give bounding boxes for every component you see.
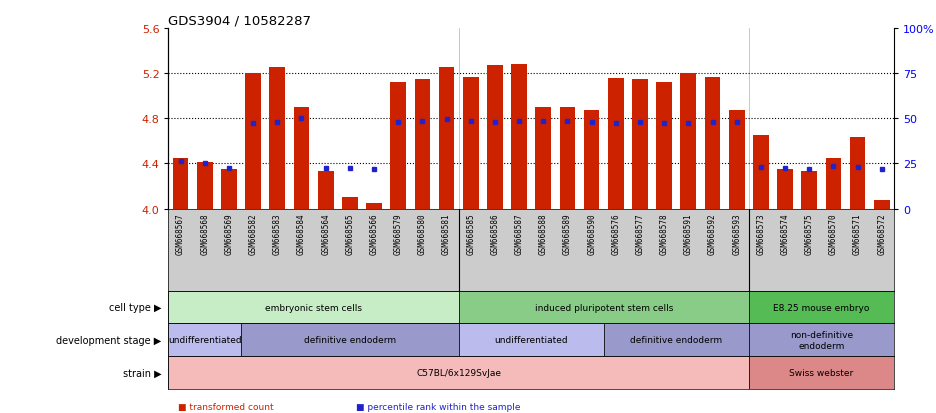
Bar — [535, 108, 551, 209]
Bar — [245, 74, 261, 209]
Text: undifferentiated: undifferentiated — [168, 336, 241, 344]
Bar — [241, 324, 459, 356]
Bar — [439, 68, 454, 209]
Text: GDS3904 / 10582287: GDS3904 / 10582287 — [168, 15, 312, 28]
Text: strain ▶: strain ▶ — [123, 368, 161, 378]
Text: GSM668579: GSM668579 — [394, 213, 402, 255]
Bar — [705, 77, 721, 209]
Text: GSM668583: GSM668583 — [272, 213, 282, 255]
Text: GSM668581: GSM668581 — [442, 213, 451, 255]
Bar — [749, 291, 894, 324]
Bar — [463, 77, 478, 209]
Text: GSM668578: GSM668578 — [660, 213, 668, 255]
Text: GSM668569: GSM668569 — [225, 213, 233, 255]
Text: GSM668576: GSM668576 — [611, 213, 621, 255]
Text: GSM668564: GSM668564 — [321, 213, 330, 255]
Bar — [294, 108, 309, 209]
Bar — [197, 163, 212, 209]
Text: ■ transformed count: ■ transformed count — [178, 402, 273, 411]
Text: E8.25 mouse embryo: E8.25 mouse embryo — [773, 303, 870, 312]
Bar — [604, 324, 749, 356]
Text: GSM668584: GSM668584 — [297, 213, 306, 255]
Text: GSM668575: GSM668575 — [805, 213, 813, 255]
Text: Swiss webster: Swiss webster — [789, 368, 854, 377]
Text: GSM668567: GSM668567 — [176, 213, 185, 255]
Text: GSM668589: GSM668589 — [563, 213, 572, 255]
Text: undifferentiated: undifferentiated — [494, 336, 568, 344]
Text: GSM668570: GSM668570 — [829, 213, 838, 255]
Text: GSM668587: GSM668587 — [515, 213, 523, 255]
Bar — [390, 83, 406, 209]
Bar — [850, 138, 866, 209]
Bar — [656, 83, 672, 209]
Text: development stage ▶: development stage ▶ — [56, 335, 161, 345]
Bar — [584, 111, 599, 209]
Bar — [415, 80, 431, 209]
Bar — [168, 324, 241, 356]
Text: definitive endoderm: definitive endoderm — [304, 336, 396, 344]
Text: GSM668591: GSM668591 — [684, 213, 693, 255]
Bar — [560, 108, 576, 209]
Text: GSM668565: GSM668565 — [345, 213, 355, 255]
Bar — [459, 291, 749, 324]
Text: GSM668588: GSM668588 — [539, 213, 548, 255]
Text: GSM668566: GSM668566 — [370, 213, 378, 255]
Text: ■ percentile rank within the sample: ■ percentile rank within the sample — [356, 402, 520, 411]
Bar — [753, 136, 768, 209]
Text: GSM668593: GSM668593 — [732, 213, 741, 255]
Bar — [221, 170, 237, 209]
Bar — [168, 356, 749, 389]
Bar — [632, 80, 648, 209]
Bar — [801, 172, 817, 209]
Bar — [173, 159, 188, 209]
Bar — [511, 65, 527, 209]
Bar — [459, 324, 604, 356]
Text: definitive endoderm: definitive endoderm — [630, 336, 723, 344]
Text: GSM668574: GSM668574 — [781, 213, 790, 255]
Bar — [749, 324, 894, 356]
Text: GSM668577: GSM668577 — [636, 213, 645, 255]
Bar — [826, 159, 841, 209]
Text: GSM668573: GSM668573 — [756, 213, 766, 255]
Bar — [729, 111, 744, 209]
Bar — [318, 172, 333, 209]
Text: C57BL/6x129SvJae: C57BL/6x129SvJae — [417, 368, 501, 377]
Bar — [270, 68, 285, 209]
Text: GSM668572: GSM668572 — [877, 213, 886, 255]
Bar — [874, 200, 889, 209]
Bar — [487, 66, 503, 209]
Text: GSM668592: GSM668592 — [708, 213, 717, 255]
Bar — [749, 356, 894, 389]
Text: GSM668585: GSM668585 — [466, 213, 475, 255]
Text: GSM668580: GSM668580 — [417, 213, 427, 255]
Text: induced pluripotent stem cells: induced pluripotent stem cells — [534, 303, 673, 312]
Text: cell type ▶: cell type ▶ — [109, 302, 161, 312]
Bar — [366, 204, 382, 209]
Text: embryonic stem cells: embryonic stem cells — [265, 303, 362, 312]
Bar — [342, 198, 358, 209]
Text: GSM668582: GSM668582 — [249, 213, 257, 255]
Text: GSM668568: GSM668568 — [200, 213, 210, 255]
Text: GSM668586: GSM668586 — [490, 213, 500, 255]
Bar — [608, 78, 623, 209]
Text: GSM668590: GSM668590 — [587, 213, 596, 255]
Bar — [777, 170, 793, 209]
Text: non-definitive
endoderm: non-definitive endoderm — [790, 330, 853, 350]
Bar — [168, 291, 459, 324]
Text: GSM668571: GSM668571 — [853, 213, 862, 255]
Bar — [680, 74, 696, 209]
